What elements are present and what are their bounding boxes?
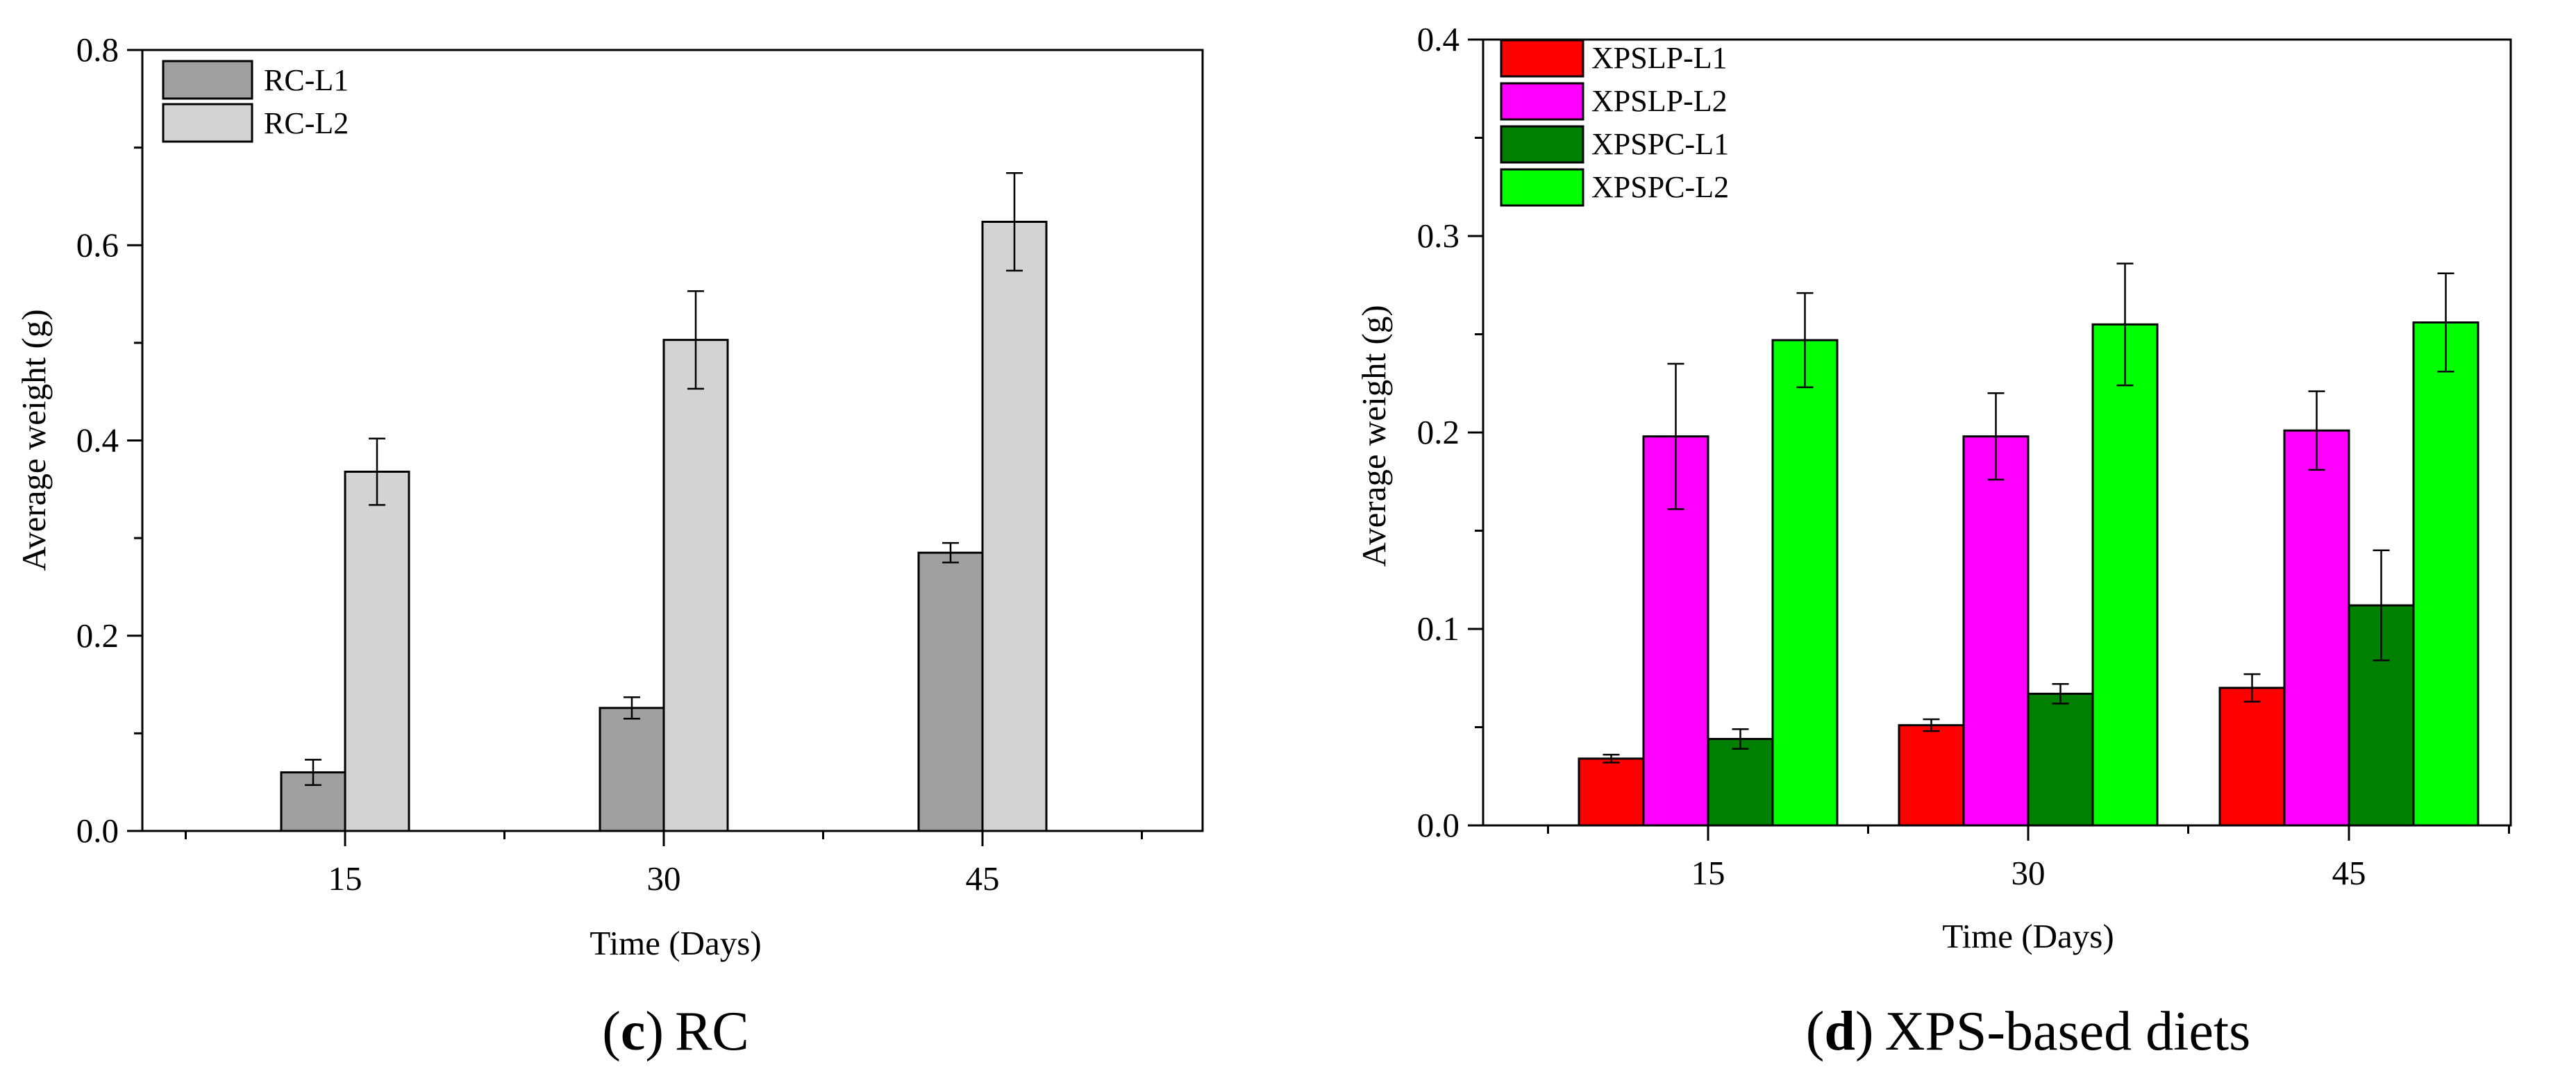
y-axis-title: Average weight (g) xyxy=(1355,305,1393,566)
caption-close: ) xyxy=(1855,1001,1874,1062)
bar-xpspc-l2-15 xyxy=(1771,339,1839,827)
x-tick-label: 45 xyxy=(2332,854,2366,892)
y-axis: 0.0 0.2 0.4 0.6 0.8 xyxy=(76,31,142,850)
bar-rc-l1-45 xyxy=(917,551,984,832)
caption-open: ( xyxy=(602,1001,621,1062)
legend-swatch-rc-l2 xyxy=(162,103,253,143)
y-tick-label: 0.0 xyxy=(1417,806,1460,844)
legend-swatch-xpspc-l1 xyxy=(1500,125,1584,164)
bar-rc-l2-15 xyxy=(344,471,410,832)
caption-letter: c xyxy=(621,1001,646,1062)
bar-xpspc-l2-45 xyxy=(2412,321,2479,827)
caption-text: RC xyxy=(675,1001,749,1062)
bars xyxy=(280,221,1048,832)
legend-label: XPSPC-L1 xyxy=(1591,127,1729,161)
y-tick-label: 0.0 xyxy=(76,812,119,850)
legend-label: XPSLP-L1 xyxy=(1591,41,1728,75)
legend-swatch-xpslp-l2 xyxy=(1500,82,1584,121)
bar-xpslp-l2-45 xyxy=(2283,429,2350,827)
panel-caption: (c) RC xyxy=(602,1001,749,1062)
y-tick-label: 0.8 xyxy=(76,31,119,69)
x-axis: 15 30 45 xyxy=(185,831,1143,898)
x-tick-label: 45 xyxy=(966,859,1000,898)
y-tick-label: 0.3 xyxy=(1417,217,1460,255)
caption-text: XPS-based diets xyxy=(1885,1001,2251,1062)
bar-rc-l1-30 xyxy=(599,707,665,832)
caption-letter: d xyxy=(1824,1001,1855,1062)
chart-panel-c: 0.0 0.2 0.4 0.6 0.8 15 30 45 Average weight (g… xyxy=(15,31,1204,1062)
legend: XPSLP-L1 XPSLP-L2 XPSPC-L1 XPSPC-L2 xyxy=(1500,39,1729,207)
bar-xpslp-l1-15 xyxy=(1578,757,1645,827)
panel-caption: (d) XPS-based diets xyxy=(1806,1001,2250,1062)
x-tick-label: 15 xyxy=(1691,854,1725,892)
legend-label: XPSPC-L2 xyxy=(1591,170,1729,204)
y-tick-label: 0.4 xyxy=(76,421,119,460)
legend-label: RC-L1 xyxy=(264,63,349,97)
y-tick-label: 0.6 xyxy=(76,226,119,264)
y-tick-label: 0.2 xyxy=(76,616,119,655)
x-tick-label: 15 xyxy=(328,859,362,898)
bar-rc-l1-15 xyxy=(280,771,346,832)
x-axis-title: Time (Days) xyxy=(1942,917,2114,955)
x-tick-label: 30 xyxy=(647,859,681,898)
bar-xpspc-l2-30 xyxy=(2091,323,2159,827)
legend-swatch-rc-l1 xyxy=(162,60,253,100)
x-tick-label: 30 xyxy=(2012,854,2046,892)
bars xyxy=(1578,321,2479,827)
chart-panel-d: 0.0 0.1 0.2 0.3 0.4 15 30 45 Average weight (g… xyxy=(1355,20,2512,1062)
bar-xpspc-l1-15 xyxy=(1707,737,1774,827)
y-tick-label: 0.4 xyxy=(1417,20,1460,58)
bar-rc-l2-30 xyxy=(662,339,729,832)
legend-label: XPSLP-L2 xyxy=(1591,84,1728,118)
bar-xpslp-l2-30 xyxy=(1962,435,2030,827)
error-bars xyxy=(305,171,1023,787)
bar-xpspc-l1-30 xyxy=(2027,692,2094,827)
legend-swatch-xpslp-l1 xyxy=(1500,39,1584,78)
legend: RC-L1 RC-L2 xyxy=(162,60,349,143)
caption-close: ) xyxy=(645,1001,664,1062)
y-axis: 0.0 0.1 0.2 0.3 0.4 xyxy=(1417,20,1483,844)
error-bars xyxy=(1603,262,2454,764)
bar-xpslp-l1-45 xyxy=(2218,687,2286,827)
x-axis: 15 30 45 xyxy=(1547,825,2510,892)
legend-label: RC-L2 xyxy=(264,106,349,140)
y-tick-label: 0.1 xyxy=(1417,610,1460,648)
bar-xpslp-l1-30 xyxy=(1898,724,1965,827)
y-axis-title: Average weight (g) xyxy=(15,309,53,571)
y-tick-label: 0.2 xyxy=(1417,413,1460,451)
legend-swatch-xpspc-l2 xyxy=(1500,168,1584,207)
x-axis-title: Time (Days) xyxy=(589,924,761,962)
bar-rc-l2-45 xyxy=(981,221,1048,832)
caption-open: ( xyxy=(1806,1001,1825,1062)
